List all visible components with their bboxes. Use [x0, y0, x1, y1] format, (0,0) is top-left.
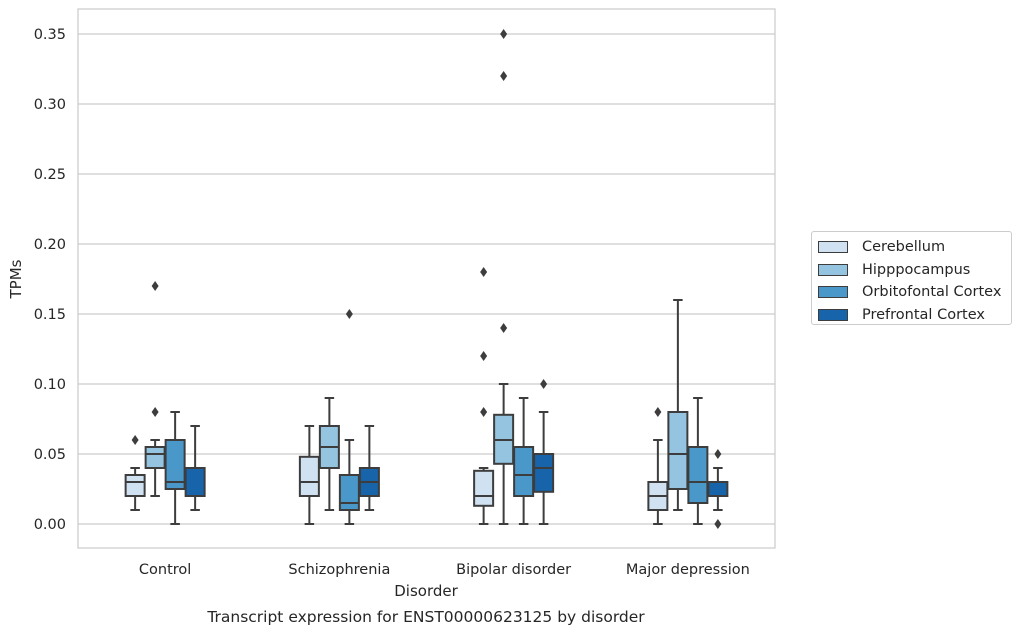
y-tick-label: 0.05 — [34, 447, 66, 463]
outlier-marker — [151, 281, 159, 291]
box-3-3 — [707, 449, 729, 529]
y-tick-label: 0.20 — [34, 237, 66, 253]
outlier-marker — [480, 267, 488, 277]
box-3-0 — [184, 425, 206, 511]
box-3-2 — [533, 379, 555, 525]
box-0-3 — [647, 407, 669, 525]
box-2-1 — [338, 309, 360, 525]
y-axis-label: TPMs — [7, 259, 25, 299]
outlier-marker — [480, 407, 488, 417]
box-body — [338, 474, 360, 511]
y-tick-label: 0.00 — [34, 517, 66, 533]
legend-swatch — [818, 241, 848, 254]
x-tick-label: Major depression — [626, 562, 750, 578]
x-tick-label: Control — [139, 562, 191, 578]
legend-item: Prefrontal Cortex — [818, 304, 1011, 327]
box-body — [667, 411, 689, 490]
box-2-0 — [164, 411, 186, 525]
plot-frame — [77, 8, 776, 549]
legend-swatch — [818, 263, 848, 276]
box-1-1 — [318, 397, 340, 511]
legend: Cerebellum Hipppocampus Orbitofontal Corte… — [811, 231, 1012, 325]
y-tick-label: 0.25 — [34, 167, 66, 183]
outlier-marker — [714, 449, 722, 459]
outlier-marker — [480, 351, 488, 361]
box-0-2 — [473, 267, 495, 525]
legend-item: Orbitofontal Cortex — [818, 281, 1011, 304]
box-body — [298, 455, 320, 497]
x-tick-label: Bipolar disorder — [456, 562, 571, 578]
legend-swatch — [818, 308, 848, 321]
chart-title: Transcript expression for ENST0000062312… — [206, 608, 645, 626]
box-body — [533, 453, 555, 493]
box-1-0 — [144, 281, 166, 497]
box-body — [164, 439, 186, 490]
box-2-2 — [513, 397, 535, 525]
legend-label: Orbitofontal Cortex — [862, 284, 1002, 301]
box-body — [184, 467, 206, 497]
box-body — [513, 446, 535, 497]
box-body — [707, 481, 729, 497]
legend-swatch — [818, 286, 848, 299]
outlier-marker — [654, 407, 662, 417]
legend-item: Hipppocampus — [818, 259, 1011, 282]
y-tick-label: 0.30 — [34, 97, 66, 113]
legend-label: Prefrontal Cortex — [862, 306, 985, 323]
box-1-2 — [493, 29, 515, 525]
box-0-1 — [298, 425, 320, 525]
outlier-marker — [131, 435, 139, 445]
outlier-marker — [151, 407, 159, 417]
outlier-marker — [500, 323, 508, 333]
outlier-marker — [540, 379, 548, 389]
boxes — [124, 29, 729, 529]
box-body — [473, 469, 495, 507]
y-tick-label: 0.15 — [34, 307, 66, 323]
outlier-marker — [500, 71, 508, 81]
box-0-0 — [124, 435, 146, 511]
outlier-marker — [714, 519, 722, 529]
outlier-marker — [345, 309, 353, 319]
box-body — [124, 474, 146, 497]
y-axis-ticks: 0.00 0.05 0.10 0.15 0.20 0.25 0.30 0.35 — [34, 27, 66, 533]
box-body — [144, 446, 166, 469]
legend-item: Cerebellum — [818, 236, 1011, 259]
legend-label: Cerebellum — [862, 239, 946, 256]
x-axis-ticks: Control Schizophrenia Bipolar disorder Majo… — [139, 562, 750, 578]
x-axis-label: Disorder — [394, 582, 458, 600]
y-tick-label: 0.10 — [34, 377, 66, 393]
box-1-3 — [667, 299, 689, 511]
box-body — [687, 446, 709, 504]
y-tick-label: 0.35 — [34, 27, 66, 43]
legend-label: Hipppocampus — [862, 261, 971, 278]
outlier-marker — [500, 29, 508, 39]
box-3-1 — [358, 425, 380, 511]
box-2-3 — [687, 397, 709, 525]
x-tick-label: Schizophrenia — [288, 562, 390, 578]
